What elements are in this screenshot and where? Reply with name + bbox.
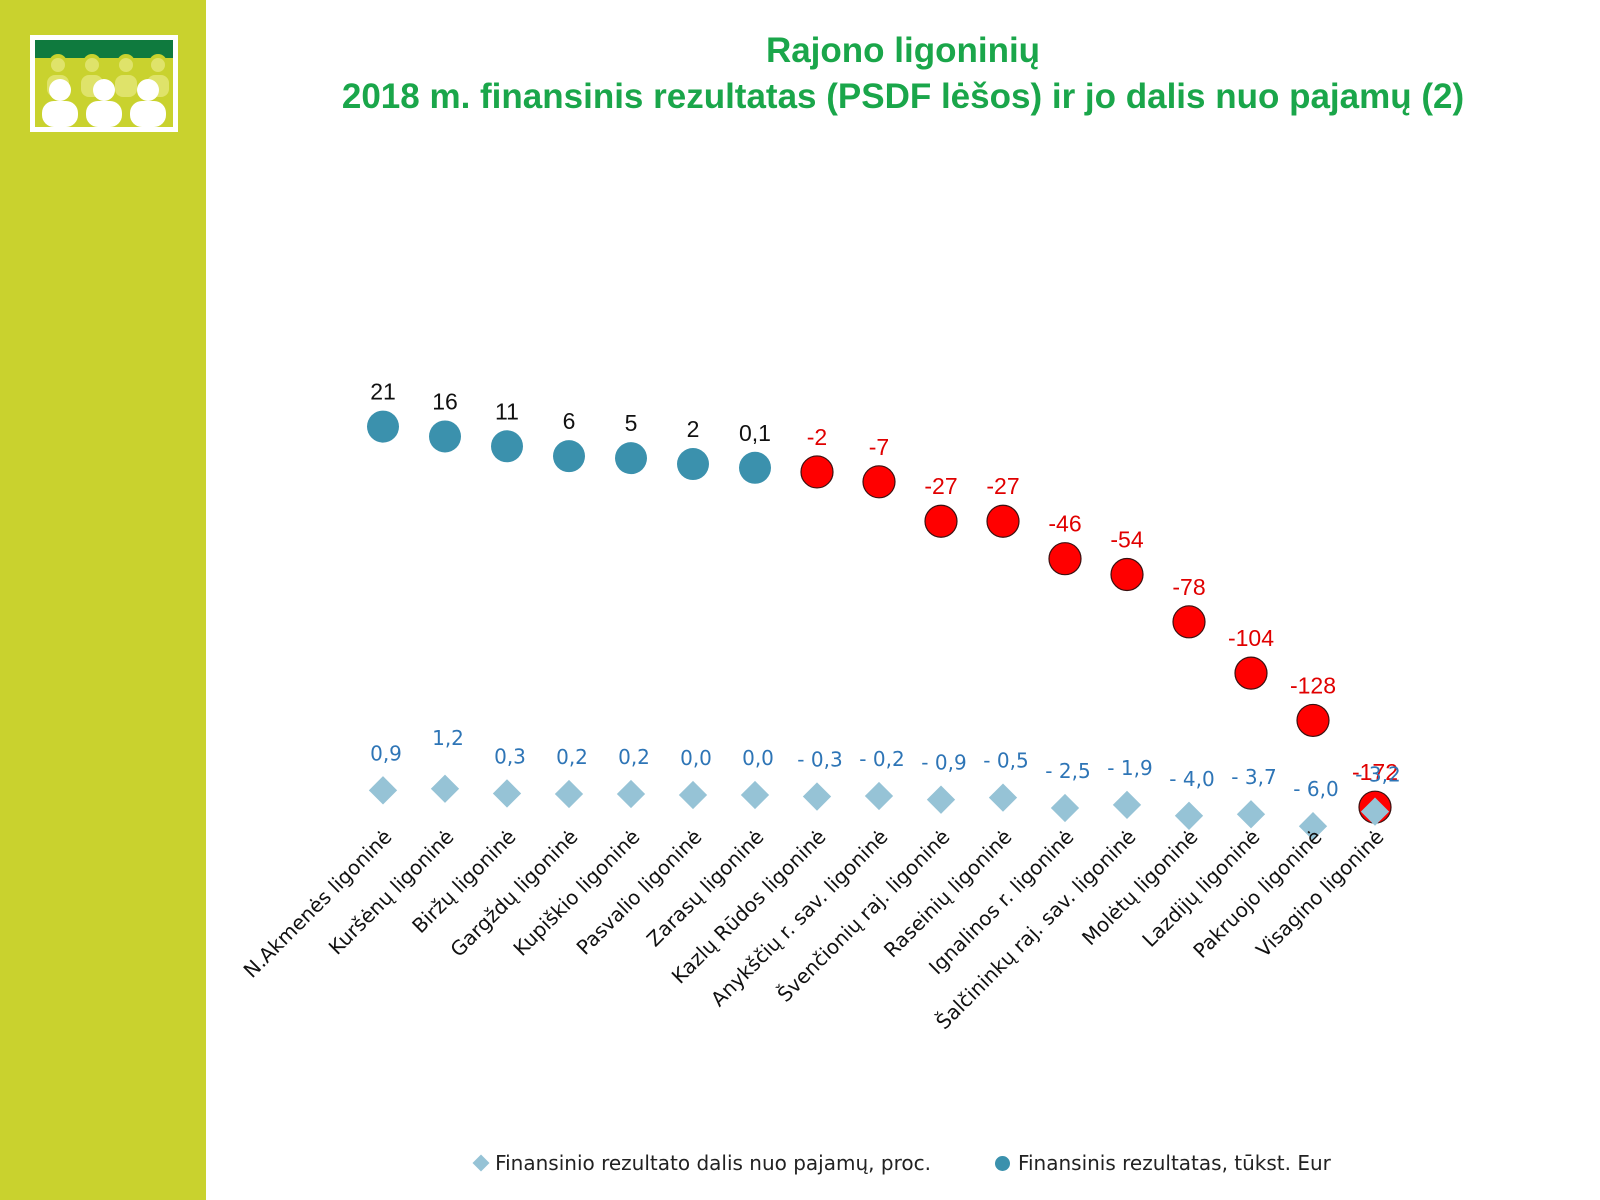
percent-point [1298,812,1328,841]
result-point [553,440,585,473]
sidebar-band [0,0,206,1200]
result-point [429,420,461,453]
percent-point [430,774,460,803]
result-point [1234,656,1268,690]
result-data-label: -172 [1352,759,1398,785]
title-line-2: 2018 m. finansinis rezultatas (PSDF lėšo… [341,77,1465,116]
percent-data-label: 0,3 [494,744,526,768]
percent-point [1360,797,1390,826]
result-point [924,504,958,538]
percent-data-label: - 0,9 [921,751,966,775]
result-data-label: -2 [807,424,827,450]
result-data-label: 11 [495,398,519,424]
percent-point [988,783,1018,812]
percent-point [368,776,398,805]
chart-title: Rajono ligoninių 2018 m. finansinis rezu… [206,28,1600,120]
percent-data-label: - 0,5 [983,749,1028,773]
result-point [1296,703,1330,738]
result-data-label: -7 [869,434,889,460]
percent-point [926,785,956,814]
legend-item-result: Finansinis rezultatas, tūkst. Eur [994,1151,1331,1175]
legend: Finansinio rezultato dalis nuo pajamų, p… [206,1151,1600,1175]
result-data-label: -27 [924,473,957,499]
percent-point [492,779,522,808]
result-data-label: -78 [1172,574,1205,600]
result-data-label: 2 [687,416,700,442]
result-point [1048,542,1082,576]
percent-point [1112,790,1142,820]
percent-data-label: - 0,3 [797,748,842,772]
percent-point [864,781,894,811]
legend-label-percent: Finansinio rezultato dalis nuo pajamų, p… [495,1151,931,1175]
title-line-1: Rajono ligoninių [765,31,1041,70]
percent-data-label: - 2,5 [1045,759,1090,783]
percent-point [802,782,832,811]
percent-data-label: 0,2 [556,745,588,769]
result-data-label: 5 [625,410,638,436]
people-logo-icon [35,40,173,127]
percent-data-label: 0,0 [680,746,712,770]
result-data-label: 21 [370,379,396,405]
percent-point [616,779,646,809]
percent-data-label: 0,2 [618,745,650,769]
percent-point [1050,793,1080,823]
percent-data-label: 0,9 [370,741,402,765]
logo [30,35,178,132]
result-data-label: 6 [563,408,576,434]
percent-point [1174,801,1204,830]
result-point [739,451,771,484]
diamond-icon [472,1154,490,1172]
circle-icon [994,1155,1010,1171]
result-data-label: 16 [432,388,458,414]
percent-data-label: - 3,7 [1231,765,1276,789]
legend-label-result: Finansinis rezultatas, tūkst. Eur [1017,1151,1331,1175]
result-point [1172,605,1206,639]
result-data-label: -54 [1110,526,1143,552]
percent-point [740,780,770,810]
legend-item-percent: Finansinio rezultato dalis nuo pajamų, p… [472,1151,931,1175]
result-data-label: -27 [986,473,1019,499]
percent-point [554,779,584,809]
percent-data-label: - 3,2 [1355,763,1400,787]
result-data-label: -104 [1228,625,1274,651]
result-point [615,442,647,475]
percent-data-label: 0,0 [742,746,774,770]
percent-point [1236,800,1266,829]
result-point [862,465,896,499]
result-point [677,448,709,481]
result-data-label: -128 [1290,672,1336,698]
percent-data-label: - 4,0 [1169,767,1214,791]
result-point [1110,557,1144,592]
result-point [367,410,399,443]
result-data-label: 0,1 [739,420,771,446]
result-point [986,504,1020,538]
result-point [491,430,523,463]
result-point [800,455,834,489]
percent-data-label: - 1,9 [1107,756,1152,780]
percent-data-label: - 6,0 [1293,777,1338,801]
percent-point [678,780,708,810]
percent-data-label: - 0,2 [859,747,904,771]
result-data-label: -46 [1048,511,1081,537]
percent-data-label: 1,2 [432,726,464,750]
